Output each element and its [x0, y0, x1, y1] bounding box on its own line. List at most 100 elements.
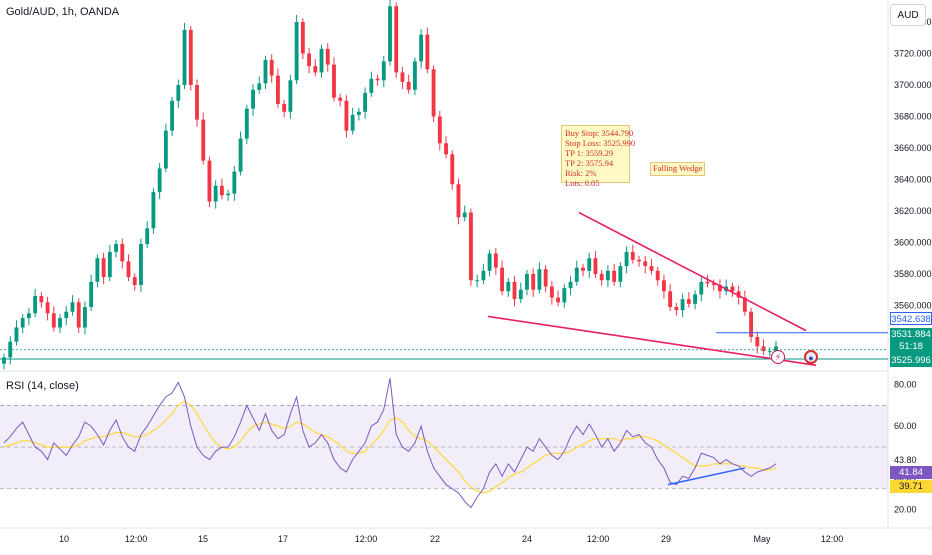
candle-body [226, 193, 231, 196]
flash-event-icon[interactable]: ⚡ [771, 350, 785, 364]
time-tick-label: 12:00 [587, 534, 610, 544]
candle-body [450, 154, 455, 185]
candle-body [456, 184, 461, 218]
candle-body [662, 280, 666, 292]
candle-body [201, 119, 206, 161]
candle-body [313, 66, 318, 73]
candle-body [195, 85, 199, 120]
price-tick-label: 3580.000 [894, 269, 932, 279]
candle-body [444, 143, 448, 155]
trade-setup-line: TP 1: 3559.29 [565, 148, 614, 158]
candle-body [8, 341, 13, 358]
candle-body [325, 48, 330, 65]
candle-body [431, 69, 436, 117]
last-price-value: 3531.884 [891, 329, 931, 340]
candle-body [232, 171, 237, 194]
time-tick-label: 12:00 [821, 534, 844, 544]
candle-body [761, 346, 766, 352]
candle-body [693, 294, 697, 304]
candle-body [170, 100, 175, 131]
candle-body [649, 266, 654, 271]
candle-body [718, 284, 722, 292]
candle-body [680, 299, 685, 311]
time-tick-label: 17 [278, 534, 288, 544]
candle-body [188, 29, 193, 86]
dividend-event-icon[interactable]: ● [804, 350, 818, 364]
candle-body [475, 280, 480, 282]
rsi-tick-label: 20.00 [894, 505, 917, 515]
candle-body [599, 273, 604, 281]
candle-body [51, 313, 56, 328]
candle-body [238, 138, 243, 172]
candle-body [132, 277, 137, 285]
candle-body [45, 302, 50, 314]
candle-body [120, 244, 125, 262]
candle-body [276, 75, 280, 104]
price-tick-label: 3620.000 [894, 206, 932, 216]
candle-body [356, 111, 361, 115]
rsi-title: RSI (14, close) [6, 380, 79, 392]
candle-body [381, 61, 386, 81]
trade-setup-line: Buy Stop: 3544.790 [565, 128, 634, 138]
last-price-tag: 3531.884 51:18 [890, 328, 932, 354]
candle-body [668, 291, 673, 308]
candle-body [332, 64, 336, 98]
candle-body [58, 318, 62, 328]
rsi-ma-value-tag: 39.71 [890, 480, 932, 493]
candle-body [624, 251, 629, 267]
candle-body [400, 72, 405, 82]
candle-body [755, 336, 760, 347]
price-tick-label: 3660.000 [894, 143, 932, 153]
candle-body [419, 34, 424, 62]
candle-body [307, 53, 311, 67]
candle-body [176, 85, 181, 101]
candle-body [394, 6, 399, 73]
candle-body [537, 269, 542, 290]
candle-body [406, 81, 411, 90]
pattern-label[interactable]: Falling Wedge [650, 162, 706, 176]
candle-body [33, 296, 38, 314]
candle-body [506, 281, 511, 292]
candle-body [630, 251, 635, 260]
candle-body [163, 130, 168, 169]
candle-body [767, 351, 772, 353]
candle-body [207, 160, 212, 202]
candle-body [288, 80, 293, 112]
candle-body [500, 267, 504, 292]
candle-body [487, 253, 492, 271]
candle-body [736, 291, 741, 298]
candle-body [481, 270, 486, 281]
price-tick-label: 3600.000 [894, 237, 932, 247]
price-tick-label: 3560.000 [894, 300, 932, 310]
candle-body [705, 281, 710, 284]
candle-body [26, 313, 31, 319]
candle-body [139, 244, 143, 285]
candle-body [251, 89, 255, 109]
candle-body [749, 311, 754, 337]
candle-body [562, 288, 567, 303]
candle-body [574, 267, 579, 282]
candle-body [774, 346, 778, 352]
candle-body [101, 258, 106, 278]
candle-body [219, 185, 224, 196]
candle-body [531, 273, 536, 290]
candle-body [437, 116, 442, 144]
price-tick-label: 3680.000 [894, 112, 932, 122]
rsi-value-tag: 41.84 [890, 466, 932, 479]
time-tick-label: 29 [661, 534, 671, 544]
candle-body [549, 286, 554, 298]
candle-body [319, 48, 324, 73]
candle-body [64, 311, 69, 319]
candle-body [114, 244, 118, 252]
candle-body [412, 61, 417, 90]
time-tick-label: 24 [522, 534, 532, 544]
trade-setup-box[interactable]: Buy Stop: 3544.790 Stop Loss: 3525.990 T… [561, 125, 635, 188]
trade-setup-line: Risk: 2% [565, 168, 597, 178]
candle-body [388, 6, 392, 62]
time-tick-label: 10 [59, 534, 69, 544]
time-tick-label: 15 [198, 534, 208, 544]
candle-body [686, 299, 691, 304]
currency-button[interactable]: AUD [890, 4, 926, 26]
